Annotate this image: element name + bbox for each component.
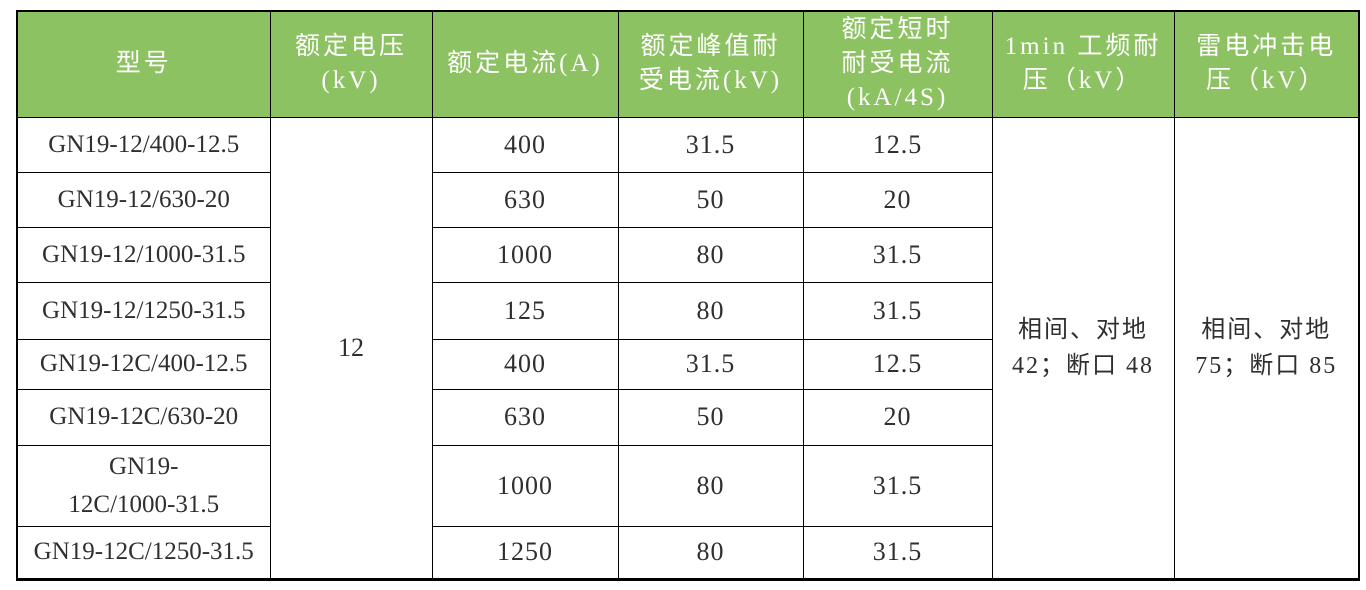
power-freq-merged-cell: 相间、对地 42；断口 48 — [991, 116, 1175, 580]
rated-current-cell: 630 — [431, 388, 619, 446]
short-time-current-cell: 31.5 — [802, 281, 993, 340]
peak-current-cell: 80 — [617, 281, 804, 340]
rated-current-cell: 400 — [431, 338, 619, 390]
rated-current-cell: 1000 — [431, 226, 619, 283]
table-row: GN19- 12C/1000-31.5 1000 80 31.5 — [16, 444, 1359, 527]
header-power-frequency-withstand-voltage: 1min 工频耐 压（kV） — [991, 10, 1175, 118]
rated-current-cell: 125 — [431, 281, 619, 340]
table-row: GN19-12C/630-20 630 50 20 — [16, 388, 1359, 446]
peak-current-cell: 31.5 — [617, 338, 804, 390]
model-cell: GN19-12/1250-31.5 — [16, 281, 271, 340]
short-time-current-cell: 31.5 — [802, 444, 993, 527]
rated-voltage-merged-cell: 12 — [269, 116, 433, 580]
header-row: 型号 额定电压 (kV) 额定电流(A) 额定峰值耐 受电流(kV) 额定短时 … — [16, 10, 1360, 118]
peak-current-cell: 80 — [617, 444, 804, 527]
rated-current-cell: 1250 — [431, 525, 619, 580]
lightning-impulse-merged-cell: 相间、对地 75；断口 85 — [1173, 116, 1360, 580]
header-lightning-impulse-voltage: 雷电冲击电 压（kV） — [1173, 10, 1360, 118]
model-cell: GN19-12C/1250-31.5 — [16, 525, 271, 580]
model-cell: GN19-12C/630-20 — [16, 388, 271, 446]
peak-current-cell: 80 — [617, 525, 804, 580]
model-cell: GN19- 12C/1000-31.5 — [16, 444, 271, 527]
model-cell: GN19-12/1000-31.5 — [16, 226, 271, 283]
table-row: GN19-12/1250-31.5 125 80 31.5 — [16, 281, 1359, 340]
header-model: 型号 — [16, 10, 271, 118]
short-time-current-cell: 20 — [802, 171, 993, 228]
short-time-current-cell: 31.5 — [802, 226, 993, 283]
rated-current-cell: 1000 — [431, 444, 619, 527]
table-row: GN19-12C/400-12.5 400 31.5 12.5 — [16, 338, 1359, 390]
header-rated-current: 额定电流(A) — [431, 10, 619, 118]
peak-current-cell: 50 — [617, 171, 804, 228]
table-row: GN19-12C/1250-31.5 1250 80 31.5 — [16, 525, 1359, 580]
spec-table: 型号 额定电压 (kV) 额定电流(A) 额定峰值耐 受电流(kV) 额定短时 … — [16, 10, 1360, 581]
short-time-current-cell: 12.5 — [802, 116, 993, 173]
model-cell: GN19-12C/400-12.5 — [16, 338, 271, 390]
header-peak-withstand-current: 额定峰值耐 受电流(kV) — [617, 10, 804, 118]
short-time-current-cell: 31.5 — [802, 525, 993, 580]
short-time-current-cell: 20 — [802, 388, 993, 446]
short-time-current-cell: 12.5 — [802, 338, 993, 390]
header-short-time-withstand-current: 额定短时 耐受电流 (kA/4S) — [802, 10, 993, 118]
table-row: GN19-12/400-12.5 12 400 31.5 12.5 相间、对地 … — [16, 116, 1360, 580]
model-cell: GN19-12/630-20 — [16, 171, 271, 228]
rated-current-cell: 630 — [431, 171, 619, 228]
rated-current-cell: 400 — [431, 116, 619, 173]
peak-current-cell: 80 — [617, 226, 804, 283]
peak-current-cell: 50 — [617, 388, 804, 446]
peak-current-cell: 31.5 — [617, 116, 804, 173]
model-cell: GN19-12/400-12.5 — [16, 116, 271, 173]
header-rated-voltage: 额定电压 (kV) — [269, 10, 433, 118]
